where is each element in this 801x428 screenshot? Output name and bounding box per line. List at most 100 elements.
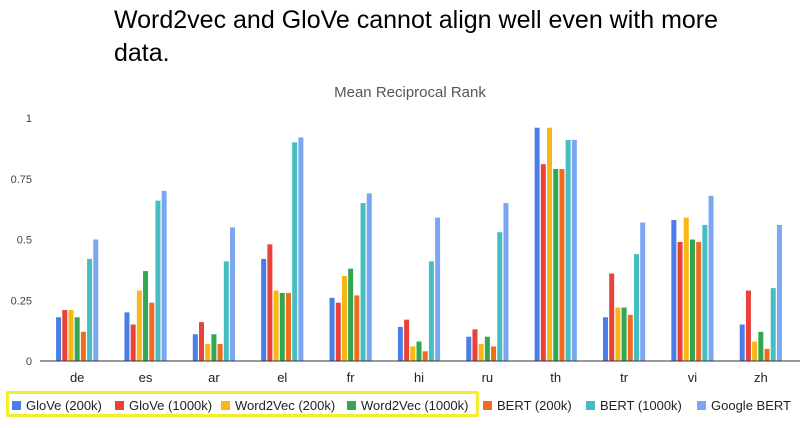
bar-th-series-4 [559, 169, 565, 361]
bar-ru-series-4 [491, 346, 497, 361]
bar-hi-series-4 [422, 351, 428, 361]
bar-de-series-2 [68, 309, 74, 361]
bar-fr-series-0 [329, 297, 335, 361]
bar-el-series-2 [273, 290, 279, 361]
x-tick-label: hi [414, 370, 424, 385]
bar-de-series-3 [74, 317, 80, 361]
bar-ar-series-6 [230, 227, 236, 361]
bar-es-series-0 [124, 312, 130, 361]
headline: Word2vec and GloVe cannot align well eve… [114, 6, 719, 67]
bar-vi-series-3 [689, 239, 695, 361]
legend-swatch [347, 401, 356, 410]
bar-ar-series-5 [223, 261, 229, 361]
bar-tr-series-6 [640, 222, 646, 361]
bar-de-series-1 [62, 309, 68, 361]
y-tick-label: 0 [26, 356, 32, 368]
bar-de-series-4 [80, 331, 86, 361]
bar-vi-series-4 [696, 241, 702, 361]
bar-tr-series-2 [615, 307, 621, 361]
bar-vi-series-5 [702, 224, 708, 361]
x-tick-label: vi [688, 370, 698, 385]
bar-ru-series-6 [503, 203, 509, 361]
bar-zh-series-5 [770, 288, 776, 361]
bar-hi-series-5 [428, 261, 434, 361]
bar-es-series-3 [143, 271, 149, 361]
legend-item: Google BERT [697, 398, 791, 413]
bar-es-series-6 [161, 190, 167, 361]
legend-swatch [483, 401, 492, 410]
bar-hi-series-6 [435, 217, 441, 361]
bar-th-series-0 [534, 127, 540, 361]
legend-label: Word2Vec (200k) [235, 398, 336, 413]
bar-ru-series-1 [472, 329, 478, 361]
y-tick-label: 0.75 [11, 174, 32, 186]
x-tick-label: el [277, 370, 287, 385]
bar-fr-series-4 [354, 295, 360, 361]
bar-el-series-1 [267, 244, 273, 361]
bar-ar-series-3 [211, 334, 217, 361]
bar-hi-series-0 [397, 326, 403, 361]
legend-item: Word2Vec (1000k) [347, 398, 468, 413]
bar-th-series-1 [540, 164, 546, 361]
x-tick-label: th [550, 370, 561, 385]
bar-ar-series-1 [199, 322, 205, 361]
x-tick-label: ru [482, 370, 494, 385]
bar-zh-series-2 [752, 341, 758, 361]
legend-item: GloVe (200k) [12, 398, 102, 413]
bar-el-series-0 [261, 258, 267, 361]
x-tick-label: de [70, 370, 84, 385]
bar-fr-series-1 [335, 302, 341, 361]
x-tick-label: fr [347, 370, 356, 385]
bar-tr-series-1 [609, 273, 615, 361]
bar-de-series-6 [93, 239, 99, 361]
bar-th-series-6 [571, 139, 577, 361]
bar-es-series-5 [155, 200, 161, 361]
bar-zh-series-3 [758, 331, 764, 361]
bar-ru-series-3 [484, 336, 490, 361]
bar-ru-series-2 [478, 343, 484, 361]
bar-hi-series-1 [404, 319, 410, 361]
x-tick-label: es [139, 370, 153, 385]
legend-label: Google BERT [711, 398, 791, 413]
bar-ar-series-4 [217, 343, 223, 361]
legend-swatch [221, 401, 230, 410]
bar-vi-series-6 [708, 195, 714, 361]
legend-item: BERT (200k) [483, 398, 572, 413]
bar-hi-series-2 [410, 346, 416, 361]
bar-tr-series-5 [633, 254, 639, 361]
bar-zh-series-6 [776, 224, 782, 361]
legend-label: BERT (200k) [497, 398, 572, 413]
bar-el-series-5 [292, 142, 298, 361]
bar-ar-series-2 [205, 343, 211, 361]
bar-ar-series-0 [192, 334, 198, 361]
bar-th-series-3 [553, 169, 559, 361]
bar-tr-series-3 [621, 307, 627, 361]
x-tick-label: ar [208, 370, 220, 385]
bar-th-series-5 [565, 139, 571, 361]
y-tick-label: 1 [26, 113, 32, 125]
bar-el-series-4 [285, 292, 291, 361]
bar-es-series-2 [136, 290, 142, 361]
legend-swatch [586, 401, 595, 410]
bar-de-series-5 [87, 258, 93, 361]
legend-label: Word2Vec (1000k) [361, 398, 469, 413]
legend-item: BERT (1000k) [586, 398, 682, 413]
bar-fr-series-2 [341, 275, 347, 361]
bar-vi-series-0 [671, 220, 677, 361]
bar-fr-series-3 [348, 268, 354, 361]
bar-vi-series-2 [683, 217, 689, 361]
bar-vi-series-1 [677, 241, 683, 361]
legend: GloVe (200k) GloVe (1000k) Word2Vec (200k)… [0, 394, 801, 418]
legend-item: Word2Vec (200k) [221, 398, 335, 413]
bar-fr-series-5 [360, 203, 366, 361]
bar-es-series-4 [149, 302, 155, 361]
legend-label: GloVe (1000k) [129, 398, 213, 413]
chart-title: Mean Reciprocal Rank [334, 84, 486, 101]
bar-th-series-2 [547, 127, 553, 361]
legend-swatch [115, 401, 124, 410]
bar-ru-series-0 [466, 336, 472, 361]
bar-zh-series-1 [745, 290, 751, 361]
x-tick-label: tr [620, 370, 629, 385]
bar-es-series-1 [130, 324, 136, 361]
bar-el-series-3 [279, 292, 285, 361]
